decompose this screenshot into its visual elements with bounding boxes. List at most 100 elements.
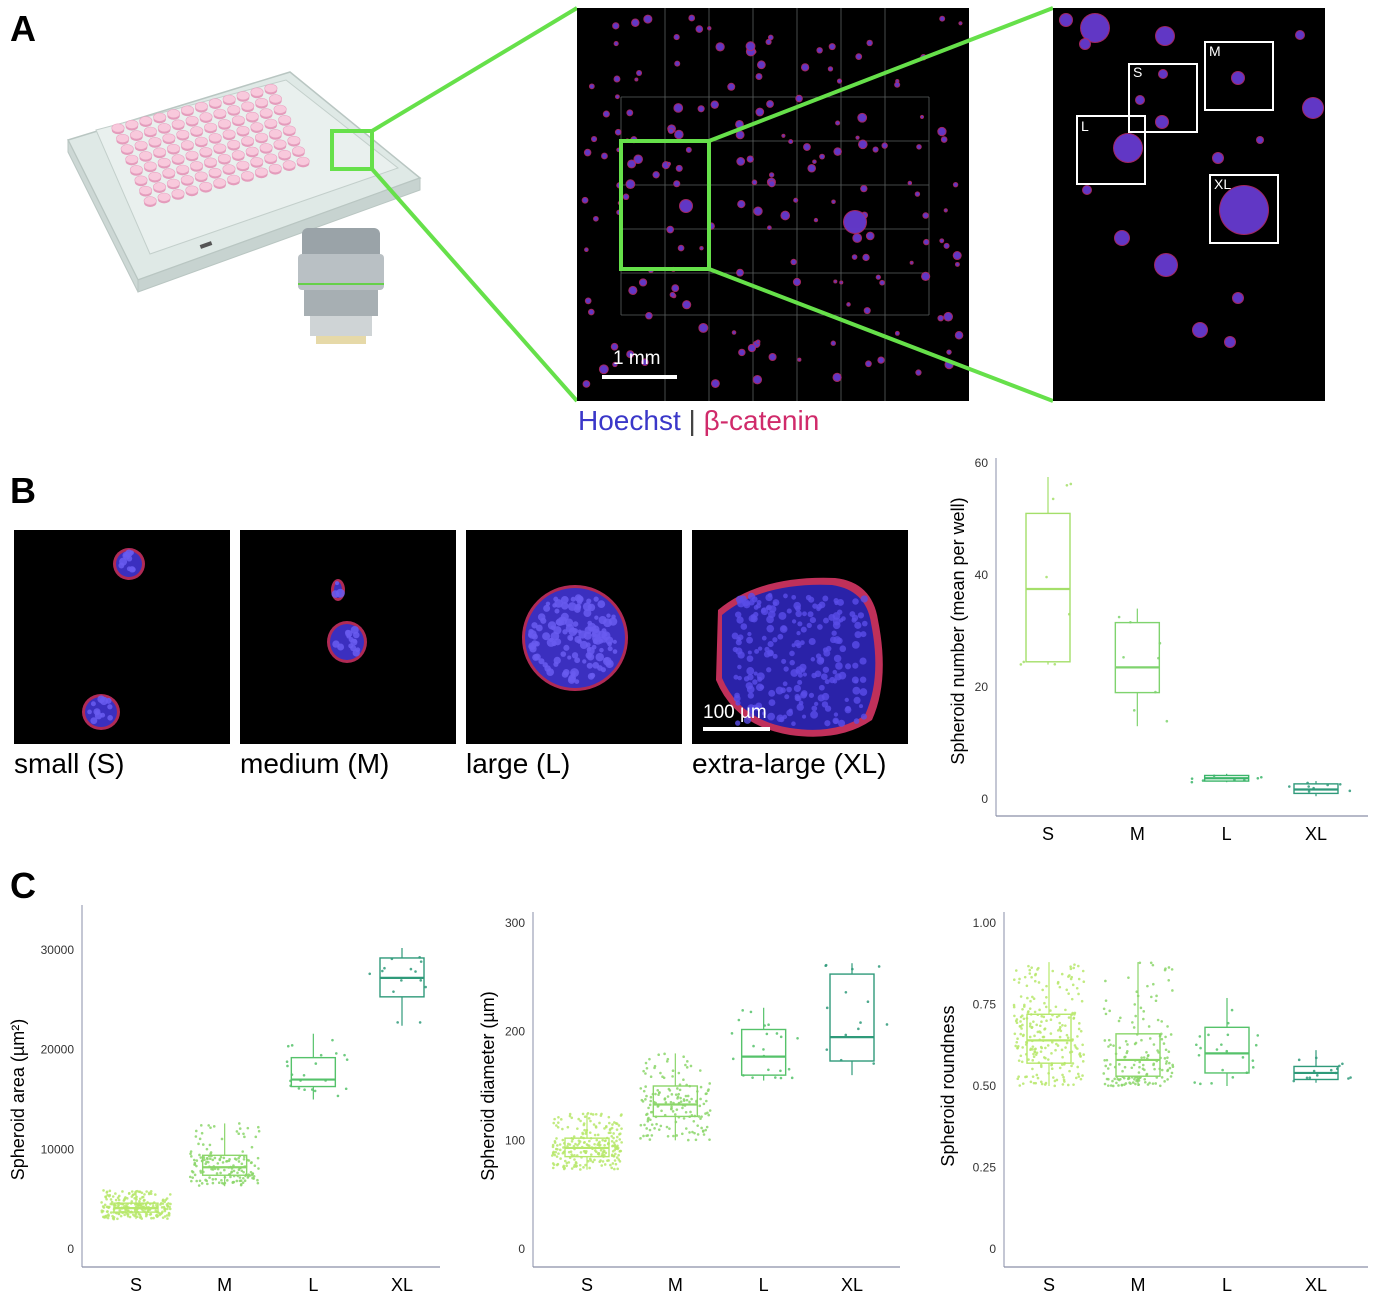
- data-point: [1215, 1048, 1219, 1051]
- data-point: [1121, 1069, 1124, 1073]
- data-point: [219, 1155, 223, 1159]
- data-point: [561, 1127, 564, 1131]
- y-tick-label: 1.00: [973, 916, 997, 930]
- data-point: [188, 1175, 192, 1179]
- data-point: [657, 1128, 661, 1131]
- data-point: [1033, 1050, 1037, 1054]
- data-point: [1055, 1042, 1058, 1046]
- data-point: [1069, 967, 1073, 971]
- data-point: [568, 1143, 572, 1146]
- data-point: [1064, 1024, 1067, 1027]
- data-point: [642, 1069, 645, 1073]
- data-point: [1077, 1027, 1081, 1031]
- data-point: [414, 970, 417, 973]
- data-point: [1028, 972, 1032, 975]
- data-point: [656, 1088, 660, 1092]
- data-point: [195, 1179, 198, 1183]
- data-point: [1315, 1074, 1319, 1077]
- data-point: [857, 1027, 860, 1031]
- data-point: [1349, 1076, 1352, 1079]
- data-point: [1058, 1035, 1062, 1039]
- data-point: [285, 1060, 289, 1064]
- data-point: [825, 1048, 829, 1051]
- data-point: [1019, 995, 1023, 998]
- data-point: [1074, 1076, 1078, 1080]
- data-point: [1144, 1080, 1147, 1084]
- data-point: [648, 1128, 652, 1132]
- data-point: [618, 1138, 622, 1141]
- data-point: [235, 1158, 238, 1161]
- data-point: [220, 1137, 224, 1141]
- box-S: [1019, 477, 1073, 666]
- data-point: [1166, 1078, 1169, 1081]
- data-point: [1080, 999, 1084, 1003]
- data-point: [1065, 1033, 1069, 1037]
- data-point: [700, 1115, 703, 1118]
- y-axis-title: Spheroid area (µm²): [8, 1019, 28, 1180]
- data-point: [111, 1216, 115, 1220]
- data-point: [109, 1198, 113, 1201]
- data-point: [1102, 1007, 1106, 1011]
- data-point: [1163, 1080, 1166, 1083]
- data-point: [644, 1072, 647, 1075]
- data-point: [593, 1133, 597, 1137]
- data-point: [1033, 1010, 1037, 1014]
- data-point: [1025, 1075, 1028, 1078]
- data-point: [140, 1217, 144, 1220]
- data-point: [1118, 1046, 1122, 1050]
- data-point: [666, 1095, 670, 1098]
- data-point: [1117, 1084, 1120, 1087]
- data-point: [588, 1139, 591, 1143]
- data-point: [1105, 1077, 1109, 1081]
- data-point: [588, 1131, 592, 1134]
- data-point: [1064, 1008, 1067, 1012]
- data-point: [243, 1135, 246, 1139]
- data-point: [1149, 961, 1153, 965]
- data-point: [619, 1114, 623, 1117]
- chart-spheroid-area: 0 10000 20000 30000 Spheroid area (µm²) S M L XL: [8, 905, 440, 1295]
- x-tick-label: S: [1043, 1275, 1055, 1295]
- microscope-objective-icon: [298, 228, 384, 344]
- data-point: [588, 1157, 592, 1161]
- data-point: [1034, 973, 1037, 977]
- data-point: [200, 1131, 204, 1135]
- data-point: [122, 1205, 126, 1208]
- data-point: [191, 1170, 195, 1174]
- data-point: [1109, 1084, 1113, 1087]
- data-point: [1146, 1083, 1150, 1086]
- data-point: [148, 1191, 151, 1195]
- data-point: [583, 1115, 587, 1118]
- data-point: [1079, 1055, 1082, 1058]
- x-tick-label: M: [1130, 824, 1145, 844]
- data-point: [591, 1160, 595, 1164]
- data-point: [1158, 1084, 1162, 1088]
- box-label-m: M: [1209, 43, 1221, 59]
- data-point: [418, 1021, 422, 1024]
- data-point: [612, 1141, 616, 1145]
- data-point: [550, 1154, 554, 1157]
- data-point: [1019, 663, 1023, 666]
- data-point: [582, 1166, 585, 1169]
- data-point: [237, 1160, 241, 1163]
- data-point: [663, 1052, 666, 1056]
- data-point: [197, 1142, 200, 1146]
- data-point: [219, 1171, 222, 1175]
- data-point: [675, 1134, 679, 1137]
- chart-spheroid-number: 0 20 40 60 Spheroid number (mean per well) S M…: [948, 456, 1368, 844]
- data-point: [1140, 1038, 1143, 1042]
- data-point: [236, 1171, 239, 1175]
- data-point: [581, 1112, 585, 1116]
- data-point: [601, 1152, 604, 1156]
- data-point: [1230, 1008, 1234, 1012]
- data-point: [556, 1148, 559, 1151]
- data-point: [133, 1214, 136, 1218]
- data-point: [1012, 1003, 1016, 1007]
- data-point: [653, 1127, 656, 1130]
- data-point: [1260, 775, 1263, 779]
- box-M: [188, 1122, 261, 1187]
- data-point: [665, 1125, 669, 1129]
- data-point: [1133, 1042, 1137, 1046]
- data-point: [844, 1033, 848, 1037]
- x-tick-label: L: [1222, 1275, 1232, 1295]
- data-point: [1022, 660, 1026, 664]
